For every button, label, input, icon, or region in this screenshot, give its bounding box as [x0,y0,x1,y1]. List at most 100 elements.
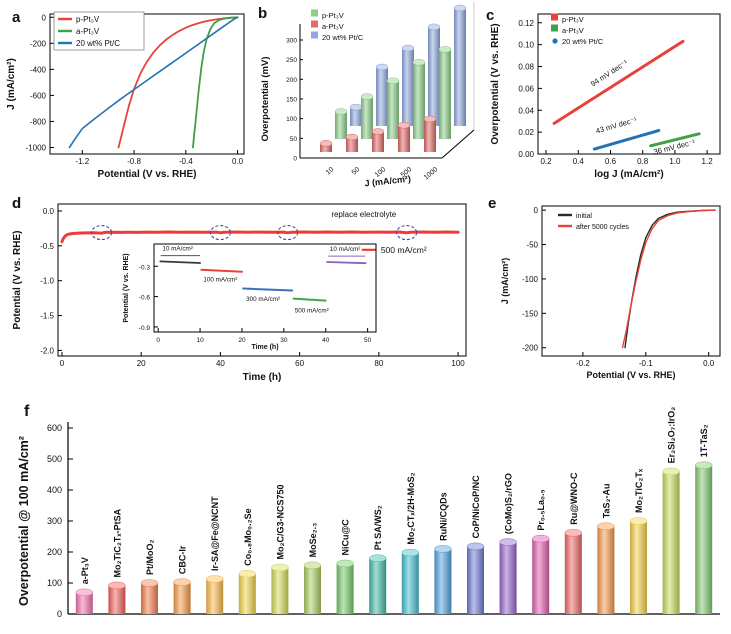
x-tick-label: 80 [374,359,383,368]
bar-top [466,542,485,551]
plot-frame [57,203,467,357]
bar-top [564,529,583,537]
annotation: 500 mA/cm² [381,245,427,255]
legend-marker-a-Pt₃V [551,24,558,32]
y-tick-label: 0 [534,206,539,215]
bar [597,526,615,614]
bar-label: Mo₂CTₓ/2H-MoS₂ [406,472,416,544]
x-tick-label: 50 [351,166,362,176]
z-tick-label: 300 [286,38,297,45]
plot-frame [49,13,245,155]
y-tick-label: -0.3 [139,264,151,271]
bar-top [140,579,159,587]
x-axis-label: Potential (V vs. RHE) [586,370,675,380]
bar-top [386,77,400,85]
series-step-10-return [326,261,367,265]
bar-top [303,561,322,570]
x-tick-label: 0.6 [605,157,617,166]
z-tick-label: 200 [286,77,297,84]
legend-label: 20 wt% Pt/C [76,39,120,48]
bar [173,582,191,614]
bar-top [108,581,126,590]
x-tick-label: 0.8 [637,157,649,166]
x-tick-label: -0.1 [639,359,653,368]
bar-label: 1T-TaS₂ [699,424,709,457]
x-tick-label: 50 [364,337,372,344]
panel-b-overpotential-3d-bars: 0 50 100 150 200 250 300 10 50 100 500 1000 J (mA/cm… [252,2,480,190]
y-axis-label: J (mA/cm²) [6,58,17,110]
y-tick-label: 0.06 [518,84,534,93]
series-p-Pt3V [117,16,239,149]
bar-top [238,569,257,578]
bar-p-Pt₃V [335,111,347,139]
x-tick-label: 0.0 [703,359,715,368]
bar [695,465,713,614]
z-tick-label: 250 [286,57,297,64]
bar [206,578,224,614]
bar-top [531,534,550,543]
bar-top [397,122,411,129]
series-step-500 [292,297,327,302]
bar-20 wt% Pt/C [454,8,466,126]
bar [467,546,484,614]
panel-d-stability-test: 0 20 40 60 80 100 0.0 -0.5 -1.0 -1.5 -2.0 Time (h) P… [4,190,480,394]
x-tick-label: 0 [60,359,65,368]
bar [304,565,321,614]
x-tick-label: -0.2 [576,359,590,368]
series-stability-500mA [60,230,460,244]
x-tick-label: 1000 [423,166,440,181]
y-tick-label: 0.00 [518,150,534,159]
panel-letter: e [488,195,496,212]
y-tick-label: -200 [30,39,47,48]
legend-label: 20 wt% Pt/C [322,33,364,42]
series-a-Pt3V [191,16,239,149]
legend-label: a-Pt₃V [562,26,584,35]
legend-label: p-Pt₃V [322,11,344,20]
bar-label: RuNi/CQDs [438,492,448,541]
y-axis-label: Potential (V vs. RHE) [12,231,23,330]
bar [369,558,387,614]
bar [238,573,256,614]
bar-label: Pt SA/WS₂ [373,505,383,550]
y-tick-label: 0 [57,609,62,619]
y-tick-label: -400 [30,65,47,74]
legend-label: 20 wt% Pt/C [562,37,604,46]
bar-p-Pt₃V [439,49,451,139]
bar-top [629,517,648,525]
legend-label: after 5000 cycles [576,224,629,231]
x-tick-label: 40 [216,359,225,368]
z-tick-label: 100 [286,116,297,123]
bar-top [423,115,437,123]
x-axis-label: Time (h) [243,372,282,383]
annotation-circle [396,225,418,241]
y-axis-label: Overpotential (mV) [260,57,271,142]
plot-frame [153,243,377,333]
series-a-Pt3V-tafel [649,132,701,148]
y-tick-label: 600 [47,423,62,433]
bar-20 wt% Pt/C [428,26,440,127]
series-p-Pt3V-tafel [552,39,685,125]
z-tick-label: 150 [286,97,297,104]
y-tick-label: 300 [47,516,62,526]
bar [108,585,126,614]
bar-top [375,63,389,71]
annotation: 43 mV dec⁻¹ [595,115,639,135]
legend-marker-p-Pt₃V [551,13,558,21]
annotation-circle [277,225,299,241]
bar-top [75,588,94,597]
panel-a-polarization-curves: -1.2 -0.8 -0.4 0.0 0 -200 -400 -600 -800 -1000 Pot… [4,2,252,190]
x-tick-label: 1.2 [702,157,714,166]
y-tick-label: 0.08 [518,63,534,72]
bar-label: a-Pt₃V [80,557,90,584]
bar-label: MoSe₂.₃ [308,523,318,558]
annotation: 94 mV dec⁻¹ [589,58,630,89]
bar-top [662,467,680,476]
bar-p-Pt₃V [387,80,399,139]
bar-top [427,23,441,31]
bar-p-Pt₃V [361,96,373,139]
series-step-10 [159,260,202,264]
bar-top [401,548,420,557]
y-tick-label: -0.6 [139,295,151,302]
